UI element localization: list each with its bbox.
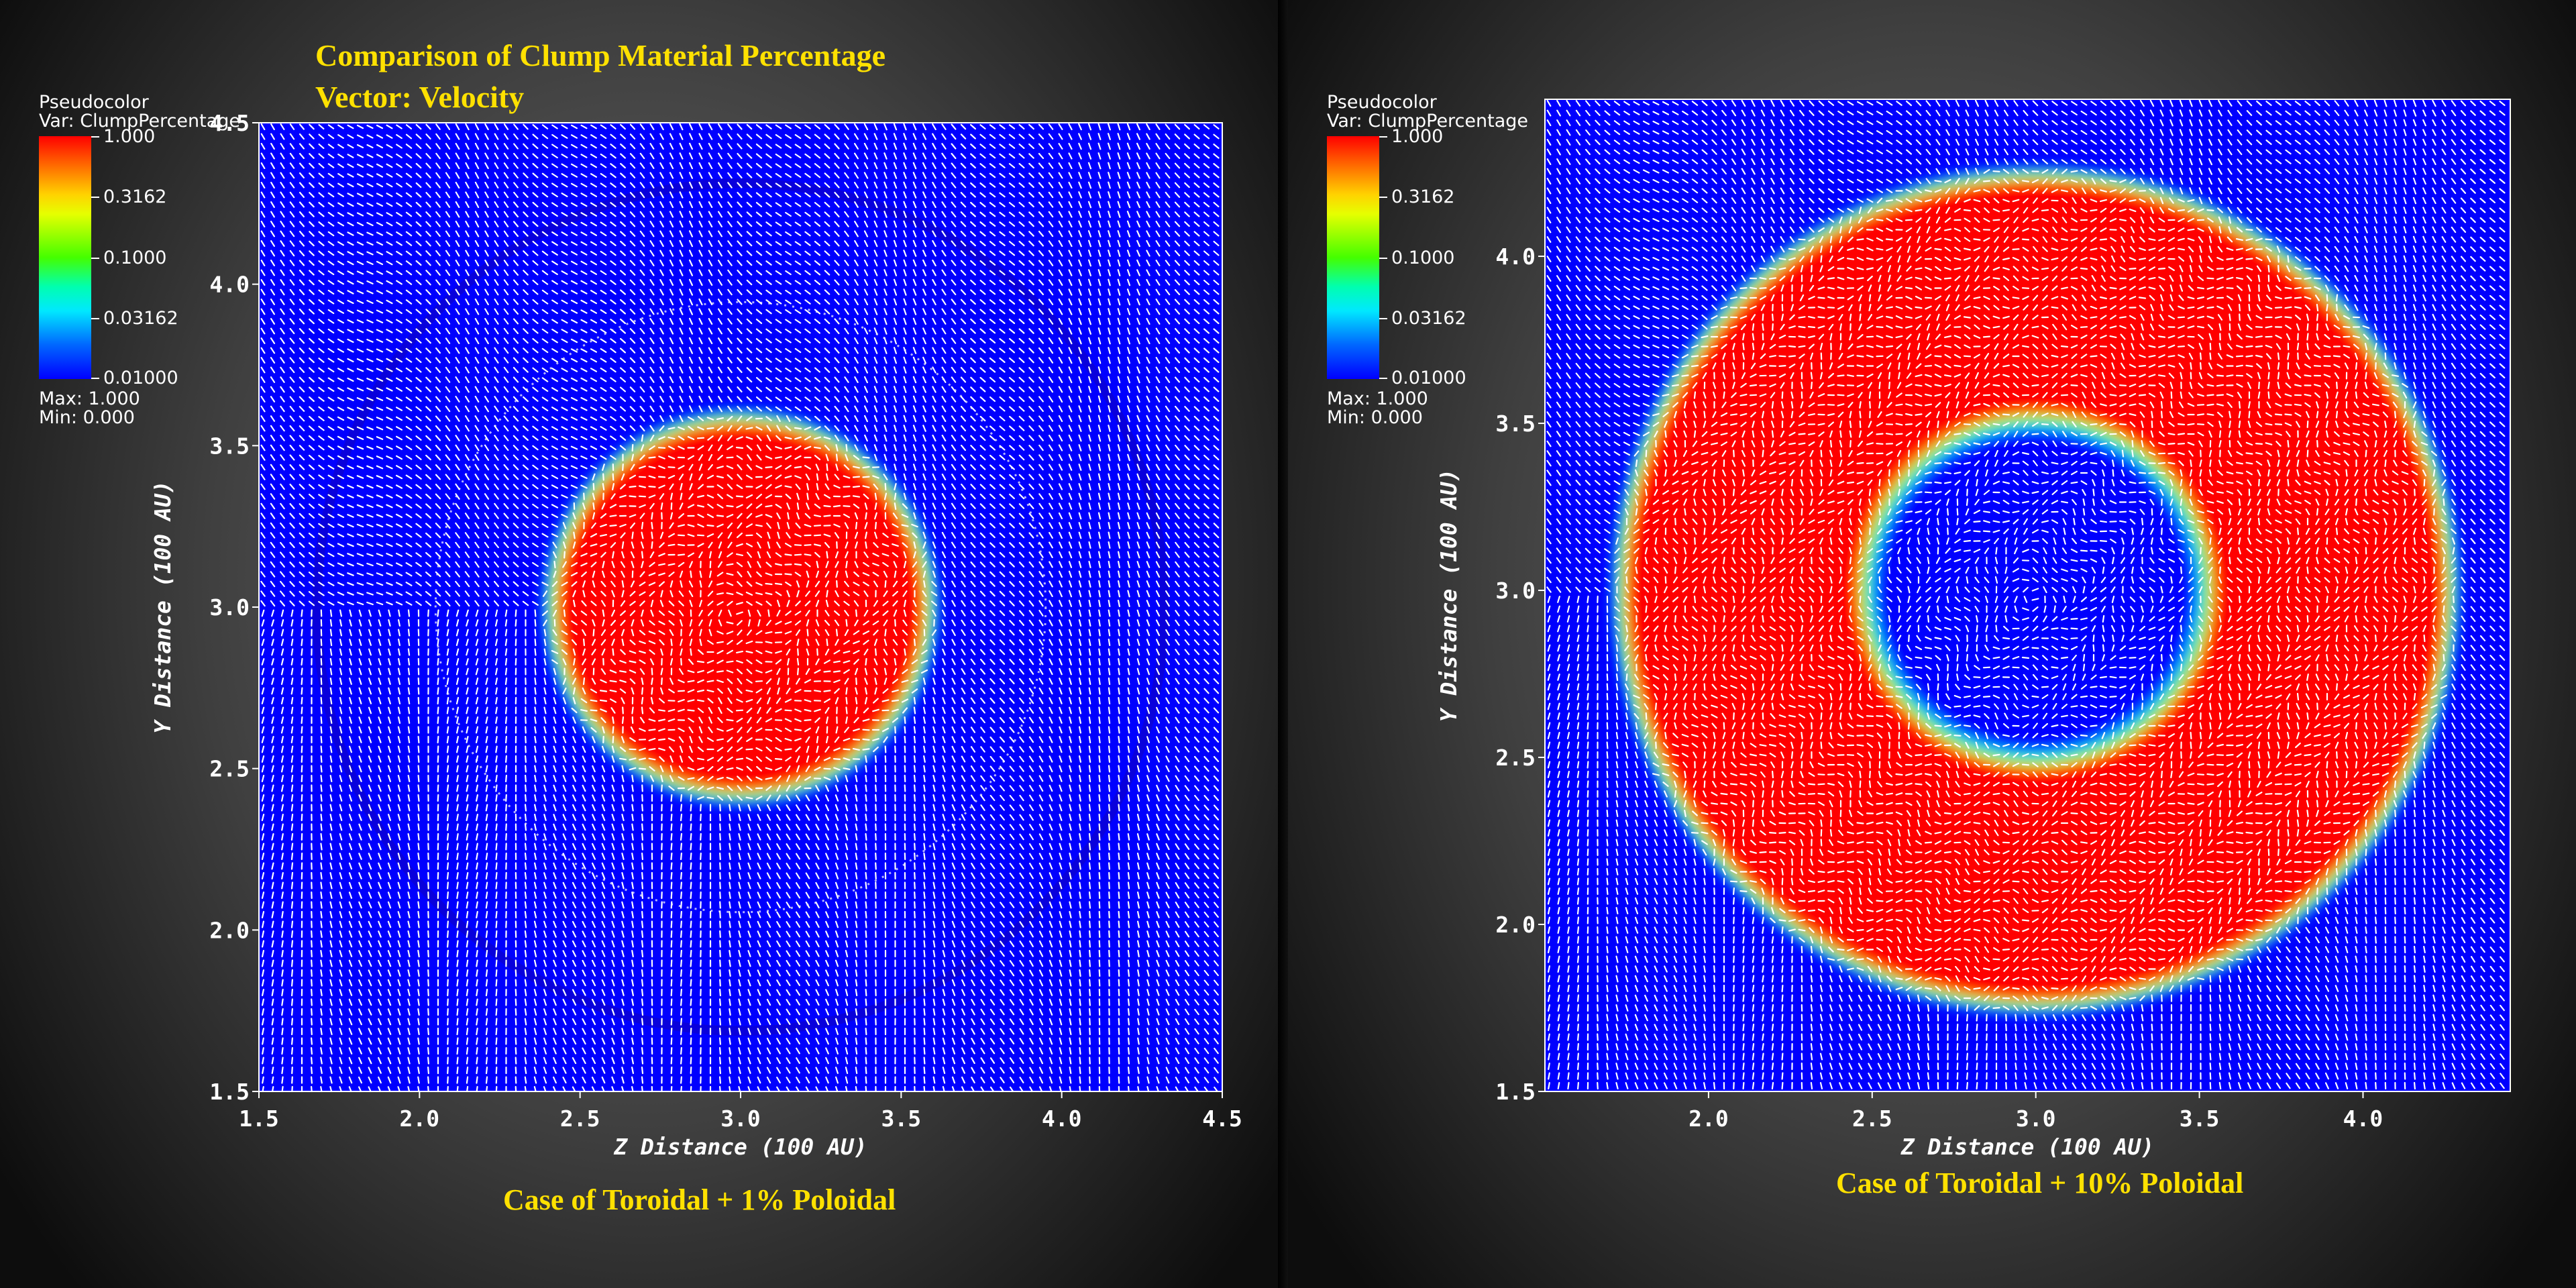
velocity-vectors: [260, 123, 1220, 1091]
clump-plot-toroidal-1pct: 1.5 2.0 2.5 3.0 3.5 4.0 4.5 1.5 2.0 2.5 3.0 3.5 4.0 4…: [150, 110, 1242, 1160]
colorbar-tick-label: 1.000: [1391, 126, 1444, 147]
colorbar: [39, 136, 91, 379]
legend-max: Max: 1.000: [1327, 388, 1428, 409]
y-tick-label: 2.5: [1495, 745, 1536, 771]
y-tick-label: 4.5: [209, 110, 250, 136]
x-tick-label: 3.5: [881, 1106, 922, 1132]
colorbar-tick-label: 0.03162: [1391, 308, 1466, 329]
vector-arrow-paths: [1546, 99, 2506, 1090]
y-tick-label: 2.5: [209, 756, 250, 782]
x-tick-label: 4.5: [1202, 1106, 1242, 1132]
x-axis-label: Z Distance (100 AU): [1900, 1134, 2155, 1160]
colorbar-tick-label: 0.3162: [103, 186, 167, 207]
colorbar-tick-label: 0.1000: [103, 248, 167, 268]
vector-arrow-paths: [260, 123, 1220, 1091]
caption: Case of Toroidal + 1% Poloidal: [503, 1183, 896, 1216]
y-tick-label: 2.0: [209, 917, 250, 943]
plot-frame: [1544, 99, 2511, 1092]
x-tick-label: 2.0: [400, 1106, 440, 1132]
colorbar-tick: [1379, 318, 1387, 319]
x-tick-label: 1.5: [239, 1106, 279, 1132]
clump-hole: [1876, 431, 2195, 750]
right-visualization-panel: Pseudocolor Var: ClumpPercentage 1.000 0…: [1288, 0, 2576, 1288]
y-tick-label: 1.5: [1495, 1079, 1536, 1105]
legend-variable: Var: ClumpPercentage: [1327, 111, 1529, 131]
colorbar-tick: [1379, 258, 1387, 259]
legend-min: Min: 0.000: [1327, 407, 1423, 428]
y-tick-label: 3.5: [209, 433, 250, 459]
colorbar-tick: [91, 378, 99, 379]
x-tick-label: 4.0: [1042, 1106, 1082, 1132]
y-tick-label: 1.5: [209, 1079, 250, 1105]
clump-plot-toroidal-10pct: 2.0 2.5 3.0 3.5 4.0 1.5 2.0 2.5 3.0 3.5 4.0 Z Dista…: [1436, 99, 2511, 1160]
legend-plot-type: Pseudocolor: [1327, 92, 1437, 113]
colorbar-tick: [1379, 197, 1387, 198]
outer-shell: [312, 178, 1169, 1036]
colorbar-tick: [91, 197, 99, 198]
colorbar-tick-label: 0.01000: [1391, 368, 1466, 388]
legend-max: Max: 1.000: [39, 388, 140, 409]
velocity-vectors: [1546, 99, 2506, 1090]
x-tick-label: 2.5: [560, 1106, 600, 1132]
left-visualization-panel: Comparison of Clump Material Percentage …: [0, 0, 1288, 1288]
caption: Case of Toroidal + 10% Poloidal: [1836, 1167, 2244, 1199]
dotted-shell: [434, 301, 1047, 914]
y-tick-label: 2.0: [1495, 912, 1536, 938]
y-tick-label: 3.0: [209, 594, 250, 621]
colorbar-tick-label: 0.03162: [103, 308, 178, 329]
y-tick-label: 4.0: [209, 272, 250, 298]
y-axis-label: Y Distance (100 AU): [1436, 469, 1462, 722]
x-tick-label: 3.5: [2180, 1106, 2220, 1132]
colorbar-tick-label: 0.01000: [103, 368, 178, 388]
chart-subtitle: Vector: Velocity: [315, 80, 525, 114]
x-tick-label: 3.0: [720, 1106, 761, 1132]
colorbar-tick: [91, 318, 99, 319]
x-tick-label: 3.0: [2016, 1106, 2056, 1132]
colorbar: [1327, 136, 1379, 379]
colorbar-tick: [1379, 136, 1387, 138]
y-tick-label: 3.5: [1495, 411, 1536, 437]
legend-min: Min: 0.000: [39, 407, 135, 428]
chart-title: Comparison of Clump Material Percentage: [315, 38, 885, 72]
colorbar-tick-label: 1.000: [103, 126, 156, 147]
y-tick-label: 3.0: [1495, 578, 1536, 604]
x-axis-label: Z Distance (100 AU): [613, 1134, 867, 1160]
legend-plot-type: Pseudocolor: [39, 92, 149, 113]
colorbar-tick-label: 0.1000: [1391, 248, 1455, 268]
colorbar-tick: [1379, 378, 1387, 379]
y-tick-label: 4.0: [1495, 244, 1536, 270]
colorbar-tick-label: 0.3162: [1391, 186, 1455, 207]
colorbar-tick: [91, 136, 99, 138]
y-axis-label: Y Distance (100 AU): [150, 480, 176, 734]
clump-edge: [557, 424, 924, 790]
x-tick-label: 2.0: [1688, 1106, 1729, 1132]
x-tick-label: 2.5: [1852, 1106, 1892, 1132]
colorbar-tick: [91, 258, 99, 259]
legend-variable: Var: ClumpPercentage: [39, 111, 241, 131]
x-tick-label: 4.0: [2343, 1106, 2383, 1132]
